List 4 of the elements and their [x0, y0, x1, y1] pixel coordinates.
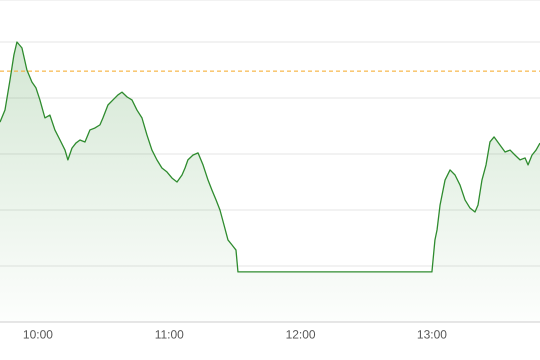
x-tick-label: 13:00 [416, 328, 448, 342]
x-tick-label: 12:00 [286, 328, 316, 342]
x-tick-label: 11:00 [154, 328, 184, 342]
x-tick-label: 10:00 [22, 328, 54, 342]
